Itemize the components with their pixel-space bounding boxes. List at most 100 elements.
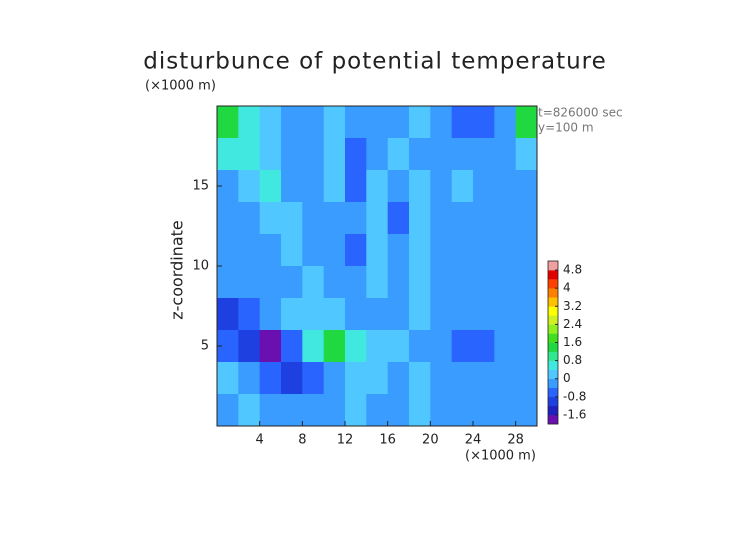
heat-cell	[217, 362, 239, 395]
heat-cell	[366, 202, 389, 235]
heat-cell	[387, 266, 410, 299]
heat-cell	[302, 298, 325, 331]
heat-cell	[366, 394, 389, 427]
colorbar-swatch	[548, 315, 558, 325]
heat-cell	[259, 266, 282, 299]
colorbar-tick-label: 0	[563, 371, 571, 385]
heat-cell	[217, 298, 239, 331]
x-tick-label: 24	[465, 433, 482, 448]
heat-cell	[451, 106, 474, 139]
colorbar-tick-label: 4.8	[563, 263, 582, 277]
heat-cell	[409, 234, 431, 267]
colorbar-swatch	[548, 288, 558, 298]
heat-cell	[302, 234, 325, 267]
heat-cell	[281, 266, 303, 299]
heat-cell	[366, 298, 389, 331]
heat-cell	[302, 394, 325, 427]
heat-cell	[409, 330, 431, 363]
heat-cell	[345, 298, 367, 331]
heat-cell	[430, 202, 453, 235]
heat-cell	[515, 362, 538, 395]
annotation: y=100 m	[538, 121, 594, 135]
colorbar-swatch	[548, 324, 558, 334]
heat-cell	[366, 266, 389, 299]
heat-cell	[451, 138, 474, 171]
heat-cell	[494, 330, 517, 363]
y-unit: (×1000 m)	[145, 79, 216, 94]
heat-cell	[515, 330, 538, 363]
heat-cell	[323, 330, 346, 363]
heat-cell	[473, 266, 495, 299]
heat-cell	[473, 298, 495, 331]
colorbar-tick-label: -1.6	[563, 407, 586, 421]
heat-cell	[515, 394, 538, 427]
heat-cell	[387, 394, 410, 427]
heat-cell	[515, 266, 538, 299]
heat-cell	[259, 298, 282, 331]
heat-cell	[409, 362, 431, 395]
heat-cell	[217, 266, 239, 299]
heat-cell	[430, 394, 453, 427]
heat-cell	[302, 202, 325, 235]
heat-cell	[259, 170, 282, 203]
heat-cell	[345, 234, 367, 267]
heat-cell	[302, 170, 325, 203]
heat-cell	[515, 138, 538, 171]
heat-cell	[323, 298, 346, 331]
colorbar-swatch	[548, 342, 558, 352]
heat-cell	[238, 170, 261, 203]
heat-cell	[259, 362, 282, 395]
colorbar-tick-label: -0.8	[563, 389, 586, 403]
heat-cell	[281, 138, 303, 171]
colorbar-swatch	[548, 261, 558, 271]
heat-cell	[494, 106, 517, 139]
heat-cell	[515, 234, 538, 267]
heat-cell	[409, 138, 431, 171]
heat-cell	[494, 394, 517, 427]
heat-cell	[345, 138, 367, 171]
colorbar-swatch	[548, 387, 558, 398]
heat-cell	[430, 170, 453, 203]
heat-cell	[366, 330, 389, 363]
heat-cell	[238, 330, 261, 363]
colorbar-swatch	[548, 279, 558, 289]
heat-cell	[345, 330, 367, 363]
heat-cell	[345, 170, 367, 203]
x-tick-label: 16	[379, 433, 396, 448]
heat-cell	[430, 234, 453, 267]
colorbar-swatch	[548, 378, 558, 389]
heat-cell	[302, 138, 325, 171]
y-label: z-coordinate	[168, 220, 187, 320]
heat-cell	[430, 330, 453, 363]
heat-cell	[409, 106, 431, 139]
heat-cell	[217, 394, 239, 427]
heat-cell	[409, 202, 431, 235]
heat-cell	[345, 202, 367, 235]
heat-cell	[302, 106, 325, 139]
heat-cell	[238, 138, 261, 171]
heat-cell	[345, 362, 367, 395]
colorbar-swatch	[548, 270, 558, 280]
heat-cell	[430, 138, 453, 171]
heat-cell	[345, 394, 367, 427]
heat-cell	[473, 234, 495, 267]
heat-cell	[238, 362, 261, 395]
heat-cell	[323, 138, 346, 171]
heat-cell	[515, 170, 538, 203]
x-tick-label: 20	[422, 433, 439, 448]
x-tick-label: 8	[298, 433, 306, 448]
heat-cell	[494, 234, 517, 267]
heat-cell	[430, 106, 453, 139]
heat-cell	[451, 362, 474, 395]
heat-cell	[387, 170, 410, 203]
y-tick-label: 15	[192, 179, 209, 194]
heat-cell	[473, 362, 495, 395]
y-tick-label: 5	[201, 339, 209, 354]
heat-cell	[323, 362, 346, 395]
heat-cell	[281, 330, 303, 363]
heat-cell	[515, 106, 538, 139]
heat-cell	[323, 202, 346, 235]
heat-cell	[473, 106, 495, 139]
heat-cell	[217, 138, 239, 171]
